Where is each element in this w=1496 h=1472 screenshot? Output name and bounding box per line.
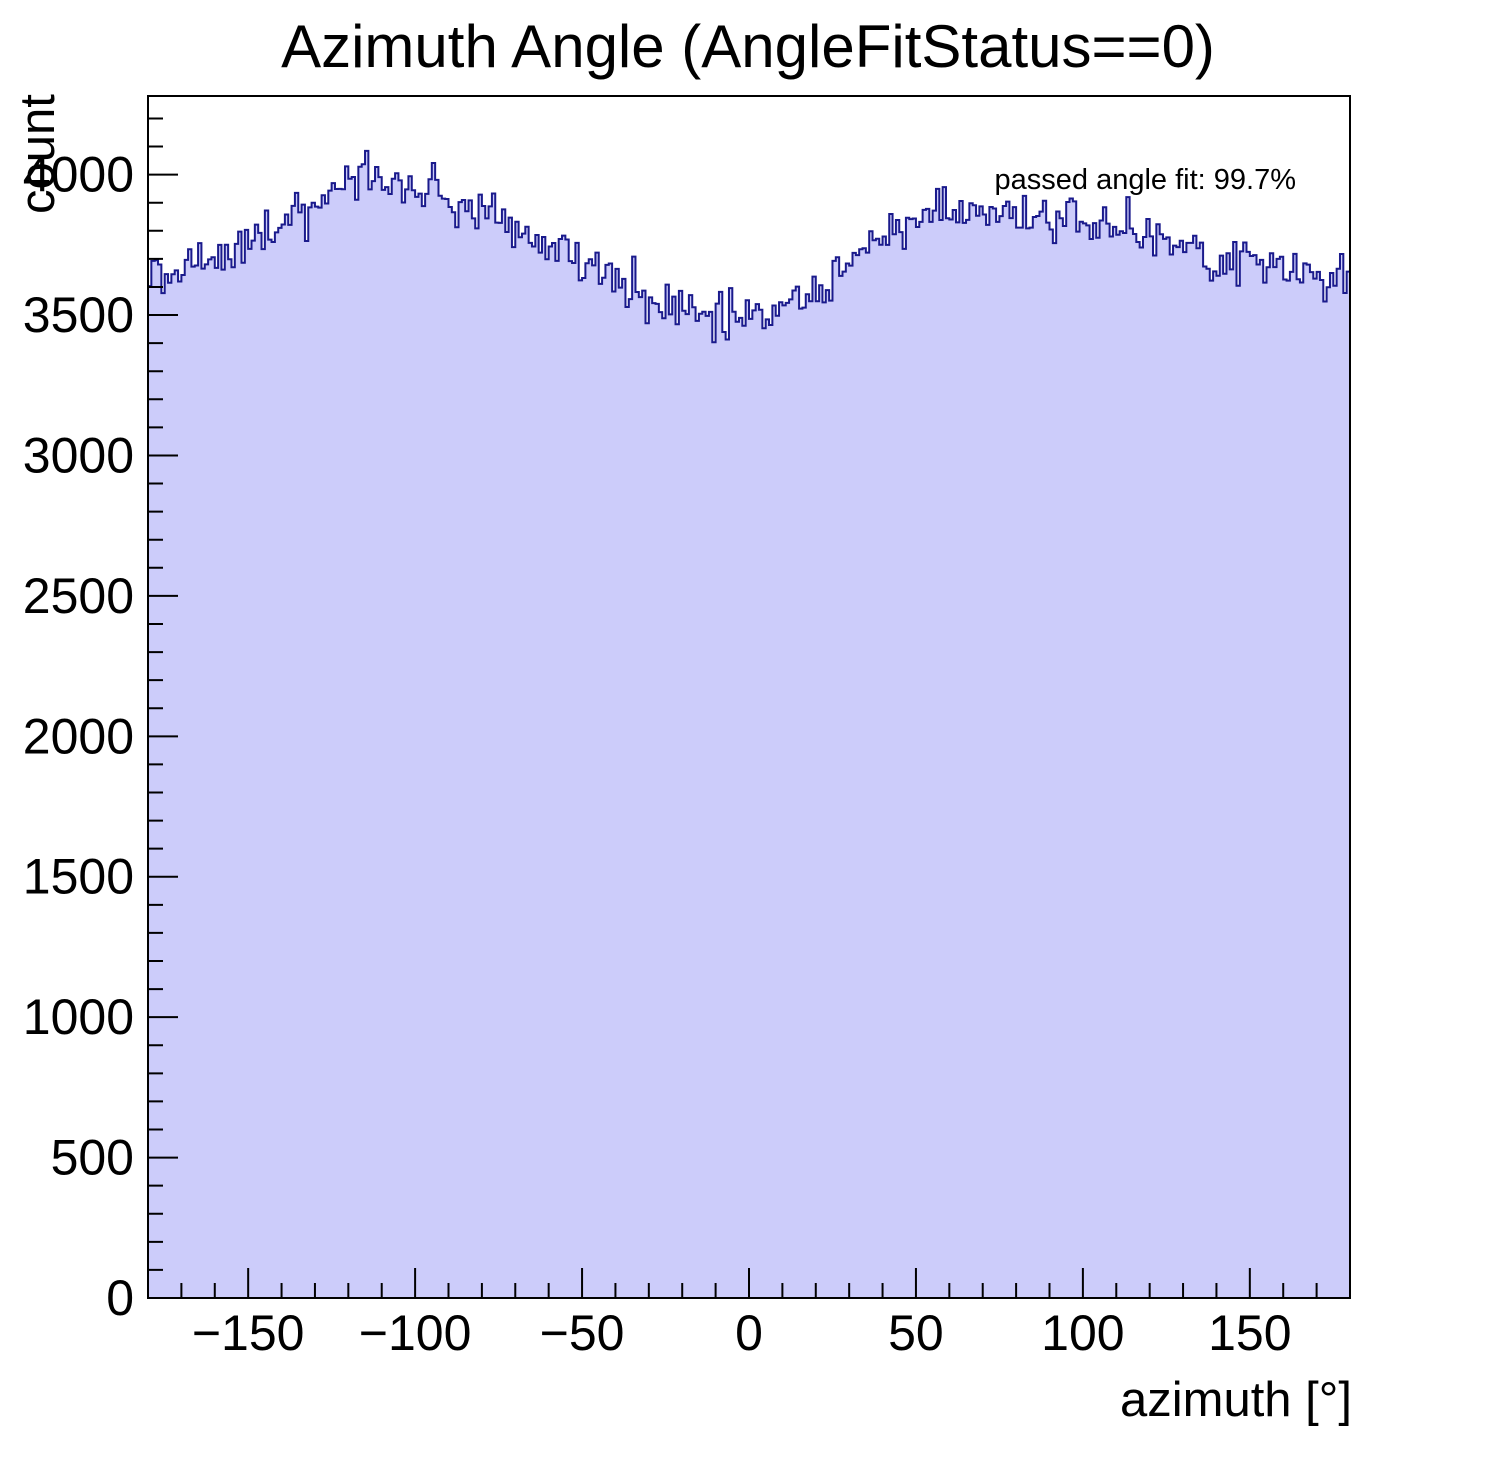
y-tick-label: 2500: [23, 568, 134, 624]
x-tick-label: 50: [888, 1305, 944, 1361]
x-tick-label: 150: [1208, 1305, 1291, 1361]
x-tick-label: −100: [359, 1305, 472, 1361]
x-tick-label: −50: [540, 1305, 625, 1361]
axis-ticks: [147, 117, 1351, 1299]
y-tick-label: 2000: [23, 708, 134, 764]
x-tick-label: 100: [1041, 1305, 1124, 1361]
y-tick-label: 1500: [23, 849, 134, 905]
y-tick-label: 4000: [23, 147, 134, 203]
y-tick-label: 1000: [23, 989, 134, 1045]
chart-title: Azimuth Angle (AngleFitStatus==0): [281, 13, 1215, 80]
x-tick-label: 0: [735, 1305, 763, 1361]
y-tick-label: 3000: [23, 427, 134, 483]
y-tick-label: 3500: [23, 287, 134, 343]
y-tick-label: 500: [51, 1130, 134, 1186]
x-tick-label: −150: [192, 1305, 305, 1361]
x-axis-title: azimuth [°]: [1119, 1373, 1352, 1427]
histogram-outline: [147, 149, 1351, 1298]
y-tick-label: 0: [106, 1270, 134, 1326]
y-axis-title: count: [11, 94, 65, 214]
histogram-fill: [148, 150, 1350, 1298]
annotation-text: passed angle fit: 99.7%: [994, 164, 1296, 196]
